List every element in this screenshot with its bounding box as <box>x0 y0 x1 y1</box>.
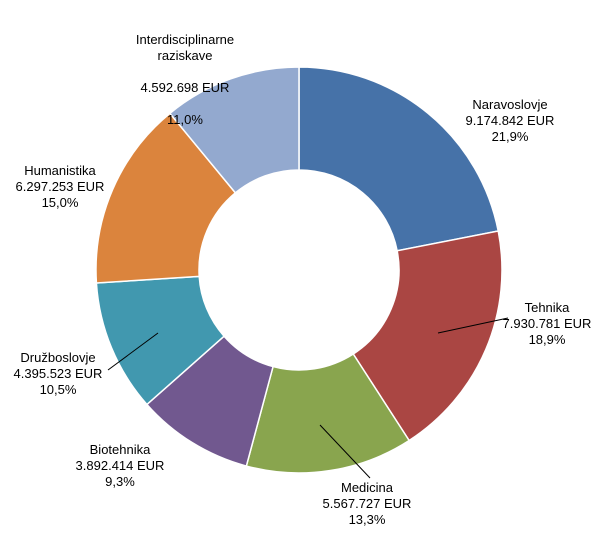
slice-humanistika <box>95 112 237 284</box>
slice-name: Humanistika <box>24 163 96 178</box>
label-tehnika: Tehnika 7.930.781 EUR 18,9% <box>492 300 602 348</box>
leader-lines <box>107 317 509 479</box>
slice-value: 4.395.523 EUR <box>13 366 103 381</box>
leader-medicina <box>319 424 371 479</box>
leader-druzboslovje <box>107 332 159 371</box>
slice-name: Medicina <box>340 480 394 495</box>
slice-value: 7.930.781 EUR <box>502 316 592 331</box>
label-naravoslovje: Naravoslovje 9.174.842 EUR 21,9% <box>455 97 565 145</box>
slice-interdisciplinarne <box>168 66 300 194</box>
label-medicina: Medicina 5.567.727 EUR 13,3% <box>312 480 422 528</box>
slice-percent: 13,3% <box>348 512 386 527</box>
slice-naravoslovje <box>298 66 500 252</box>
slice-name: Tehnika <box>524 300 570 315</box>
slice-name: Družboslovje <box>20 350 96 365</box>
slice-tehnika <box>352 230 503 442</box>
slice-percent: 9,3% <box>105 474 135 489</box>
slice-percent: 10,5% <box>39 382 77 397</box>
slice-value: 3.892.414 EUR <box>75 458 165 473</box>
donut-slices <box>95 66 503 474</box>
slice-value: 4.592.698 EUR <box>140 80 230 95</box>
label-humanistika: Humanistika 6.297.253 EUR 15,0% <box>5 163 115 211</box>
label-druzboslovje: Družboslovje 4.395.523 EUR 10,5% <box>3 350 113 398</box>
slice-percent: 21,9% <box>491 129 529 144</box>
slice-name: Naravoslovje <box>472 97 548 112</box>
slice-percent: 18,9% <box>528 332 566 347</box>
slice-name: Interdisciplinarne raziskave <box>135 32 235 63</box>
slice-name: Biotehnika <box>89 442 151 457</box>
slice-value: 9.174.842 EUR <box>465 113 555 128</box>
slice-value: 6.297.253 EUR <box>15 179 105 194</box>
label-biotehnika: Biotehnika 3.892.414 EUR 9,3% <box>65 442 175 490</box>
slice-percent: 15,0% <box>41 195 79 210</box>
slice-percent: 11,0% <box>167 112 203 127</box>
label-interdisciplinarne: Interdisciplinarne raziskave 4.592.698 E… <box>115 16 255 144</box>
leader-tehnika <box>437 317 509 334</box>
slice-value: 5.567.727 EUR <box>322 496 412 511</box>
